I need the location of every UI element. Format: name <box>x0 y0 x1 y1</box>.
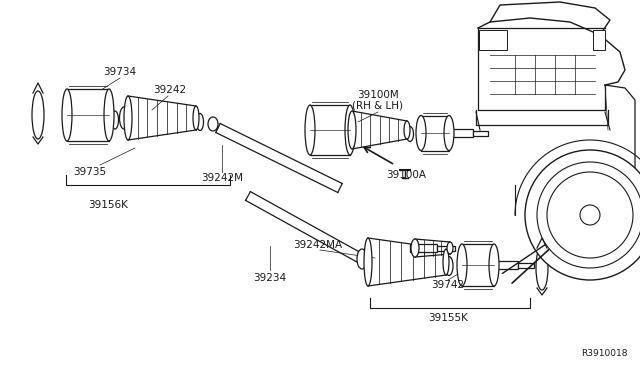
Bar <box>462 244 494 286</box>
Ellipse shape <box>364 238 372 286</box>
Ellipse shape <box>357 249 367 269</box>
Text: (RH & LH): (RH & LH) <box>353 101 403 111</box>
Ellipse shape <box>345 105 355 155</box>
Text: 39242M: 39242M <box>201 173 243 183</box>
Ellipse shape <box>445 257 453 276</box>
Ellipse shape <box>443 249 449 275</box>
Bar <box>410 244 437 252</box>
Text: 39242MA: 39242MA <box>293 240 342 250</box>
Circle shape <box>525 150 640 280</box>
Bar <box>494 261 518 269</box>
Text: 39100A: 39100A <box>386 170 426 180</box>
Text: 39155K: 39155K <box>428 313 468 323</box>
Ellipse shape <box>411 239 419 257</box>
Ellipse shape <box>404 121 410 139</box>
Ellipse shape <box>305 105 315 155</box>
Ellipse shape <box>536 246 548 290</box>
Bar <box>518 263 534 267</box>
Text: 39242: 39242 <box>154 85 187 95</box>
Bar <box>473 131 488 135</box>
Ellipse shape <box>120 107 129 129</box>
Text: 39234: 39234 <box>253 273 287 283</box>
Text: 39734: 39734 <box>104 67 136 77</box>
Ellipse shape <box>416 115 426 151</box>
Ellipse shape <box>111 111 118 129</box>
Bar <box>593 30 605 50</box>
Ellipse shape <box>457 244 467 286</box>
Text: 39735: 39735 <box>74 167 107 177</box>
Circle shape <box>537 162 640 268</box>
Ellipse shape <box>406 126 413 141</box>
Ellipse shape <box>489 244 499 286</box>
Bar <box>450 129 473 137</box>
Ellipse shape <box>124 96 132 140</box>
Ellipse shape <box>32 91 44 139</box>
Circle shape <box>547 172 633 258</box>
Ellipse shape <box>62 89 72 141</box>
Text: 39100M: 39100M <box>357 90 399 100</box>
Ellipse shape <box>193 106 199 130</box>
Ellipse shape <box>447 242 453 254</box>
Bar <box>310 105 350 155</box>
Ellipse shape <box>348 111 356 149</box>
Ellipse shape <box>444 115 454 151</box>
Circle shape <box>580 205 600 225</box>
Bar <box>67 89 109 141</box>
Text: 39742: 39742 <box>431 280 465 290</box>
Ellipse shape <box>208 117 218 131</box>
Text: 39156K: 39156K <box>88 200 128 210</box>
Bar <box>437 246 455 250</box>
Bar <box>421 115 449 151</box>
Ellipse shape <box>196 113 204 131</box>
Bar <box>479 30 507 50</box>
Text: R3910018: R3910018 <box>582 349 628 358</box>
Ellipse shape <box>104 89 114 141</box>
